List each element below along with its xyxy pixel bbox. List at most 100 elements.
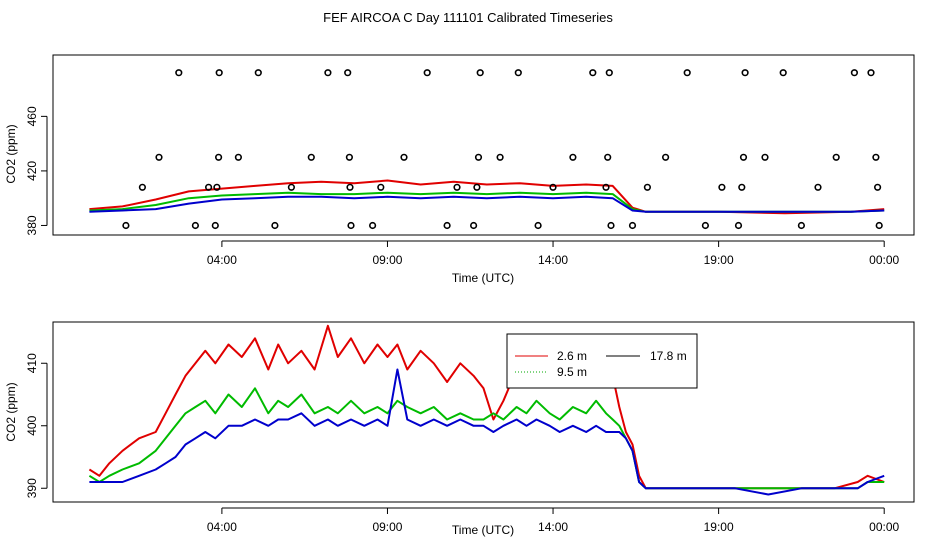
- top-x-axis: 04:00 09:00 14:00 19:00 00:00: [207, 240, 900, 267]
- calibration-point: [400, 153, 408, 161]
- calibration-point: [234, 153, 242, 161]
- bottom-panel: 04:00 09:00 14:00 19:00 00:00 390 400 410 Time…: [4, 321, 915, 537]
- top-x-tick-label: 04:00: [207, 253, 237, 267]
- top-panel: 04:00 09:00 14:00 19:00 00:00 380 420 460 Time…: [4, 54, 915, 285]
- calibration-point: [211, 221, 219, 230]
- top-x-axis-label: Time (UTC): [452, 271, 514, 285]
- calibration-point: [474, 153, 483, 161]
- calibration-point: [734, 221, 743, 230]
- calibration-point: [761, 153, 769, 161]
- calibration-point: [369, 221, 377, 230]
- calibration-point: [832, 153, 840, 161]
- calibration-point: [549, 183, 557, 191]
- top-x-tick-label: 09:00: [372, 253, 402, 267]
- calibration-point: [867, 69, 875, 77]
- calibration-point: [569, 153, 577, 161]
- calibration-point: [628, 221, 637, 230]
- calibration-point: [453, 183, 461, 191]
- top-x-tick-label: 19:00: [704, 253, 734, 267]
- calibration-point: [718, 183, 726, 191]
- top-y-tick-label: 380: [25, 215, 39, 235]
- calibration-point: [191, 221, 199, 230]
- calibration-point: [347, 221, 355, 230]
- calibration-point: [739, 153, 748, 161]
- top-plot-marks: [89, 69, 885, 230]
- calibration-point: [514, 69, 522, 77]
- chart-title: FEF AIRCOA C Day 111101 Calibrated Times…: [323, 10, 613, 25]
- calibration-point: [797, 221, 806, 230]
- legend-label-9.5m: 9.5 m: [557, 365, 587, 379]
- calibration-point: [346, 183, 354, 191]
- bottom-y-axis-label: CO2 (ppm): [4, 382, 18, 441]
- bottom-y-axis: 390 400 410: [25, 353, 48, 498]
- calibration-point: [155, 153, 163, 161]
- top-x-tick-label: 00:00: [869, 253, 899, 267]
- calibration-point: [423, 69, 431, 77]
- bottom-x-axis-label: Time (UTC): [452, 523, 514, 537]
- calibration-point: [254, 69, 262, 77]
- bottom-x-tick-label: 19:00: [704, 520, 734, 534]
- calibration-point: [213, 183, 221, 191]
- top-y-axis-label: CO2 (ppm): [4, 124, 18, 183]
- top-x-tick-label: 14:00: [538, 253, 568, 267]
- calibration-point: [271, 221, 279, 230]
- calibration-point: [324, 69, 332, 77]
- calibration-point: [661, 153, 670, 161]
- calibration-point: [604, 153, 612, 161]
- top-y-axis: 380 420 460: [25, 106, 48, 235]
- calibration-point: [476, 69, 484, 77]
- calibration-point: [875, 221, 883, 230]
- bottom-series-line-red: [88, 324, 885, 490]
- legend-label-2.6m: 2.6 m: [557, 349, 587, 363]
- legend-label-17.8m: 17.8 m: [650, 349, 687, 363]
- calibration-point: [589, 69, 597, 77]
- calibration-point: [307, 153, 315, 161]
- legend: 2.6 m 17.8 m 9.5 m: [506, 333, 698, 389]
- top-y-tick-label: 460: [25, 106, 39, 126]
- calibration-point: [605, 69, 613, 77]
- calibration-point: [122, 221, 130, 230]
- top-plot-frame: [52, 54, 915, 236]
- calibration-point: [138, 183, 146, 191]
- top-series-line-blue: [89, 195, 885, 213]
- top-series-line-green: [89, 191, 885, 213]
- bottom-series-line-green: [88, 387, 885, 490]
- bottom-x-tick-label: 09:00: [372, 520, 402, 534]
- calibration-point: [344, 69, 352, 77]
- bottom-plot-frame: [52, 321, 915, 503]
- calibration-point: [443, 221, 451, 230]
- calibration-point: [683, 69, 691, 77]
- calibration-point: [473, 183, 481, 191]
- calibration-point: [175, 69, 183, 77]
- bottom-x-axis: 04:00 09:00 14:00 19:00 00:00: [207, 507, 900, 534]
- calibration-point: [602, 183, 610, 191]
- calibration-point: [205, 183, 213, 191]
- calibration-point: [738, 183, 746, 191]
- bottom-y-tick-label: 410: [25, 353, 39, 373]
- calibration-point: [377, 183, 385, 191]
- calibration-point: [287, 183, 296, 191]
- bottom-x-tick-label: 00:00: [869, 520, 899, 534]
- calibration-point: [814, 183, 822, 191]
- bottom-x-tick-label: 04:00: [207, 520, 237, 534]
- calibration-point: [534, 221, 542, 230]
- calibration-point: [779, 69, 787, 77]
- calibration-point: [873, 183, 882, 191]
- calibration-point: [872, 153, 880, 161]
- top-y-tick-label: 420: [25, 161, 39, 181]
- calibration-point: [607, 221, 615, 230]
- calibration-point: [496, 153, 504, 161]
- calibration-point: [643, 183, 652, 191]
- legend-box: [506, 333, 698, 389]
- calibration-point: [215, 153, 223, 161]
- calibration-point: [215, 69, 223, 77]
- calibration-point: [741, 69, 749, 77]
- bottom-series-line-blue: [89, 368, 885, 496]
- calibration-point: [470, 221, 478, 230]
- bottom-y-tick-label: 390: [25, 478, 39, 498]
- calibration-point: [850, 69, 859, 77]
- bottom-plot-marks: [88, 324, 885, 496]
- bottom-x-tick-label: 14:00: [538, 520, 568, 534]
- calibration-point: [701, 221, 710, 230]
